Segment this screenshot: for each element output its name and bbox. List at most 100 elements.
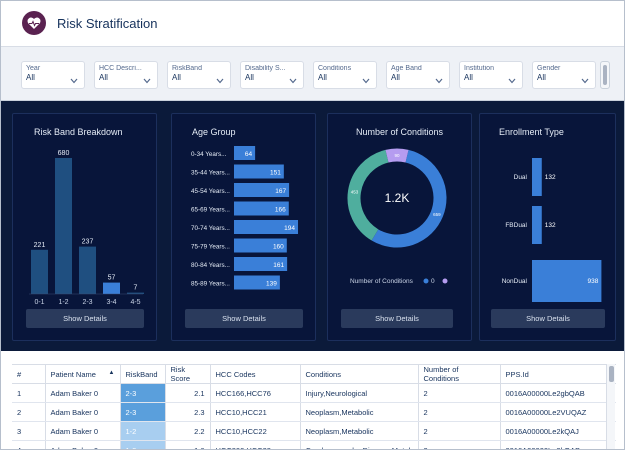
filter-value: All bbox=[245, 73, 254, 82]
filter-label: Year bbox=[26, 65, 41, 72]
bar bbox=[31, 249, 48, 294]
slice-label: 659 bbox=[433, 212, 441, 217]
column-header[interactable]: Patient Name ▲ bbox=[45, 365, 121, 384]
filter-label: HCC Descri... bbox=[99, 65, 142, 72]
table-row[interactable]: 2 Adam Baker 0 2-3 2.3 HCC10,HCC21 Neoplasm,M… bbox=[12, 402, 616, 422]
filter-label: Conditions bbox=[318, 65, 352, 72]
data-label: 132 bbox=[545, 222, 556, 229]
show-details-button[interactable]: Show Details bbox=[185, 309, 303, 328]
conditions-card: Number of Conditions 659 453 90 1.2K Number … bbox=[327, 113, 472, 341]
column-header[interactable]: Risk Score bbox=[165, 365, 211, 384]
table-cell: HCC10,HCC22 bbox=[210, 421, 301, 441]
chevron-down-icon bbox=[362, 71, 370, 89]
show-details-button[interactable]: Show Details bbox=[26, 309, 144, 328]
bar bbox=[234, 220, 299, 234]
table-cell: 2 bbox=[12, 402, 46, 422]
category-label: NonDual bbox=[502, 278, 528, 285]
legend-label: Number of Conditions bbox=[350, 278, 414, 285]
table-scrollbar[interactable] bbox=[606, 364, 615, 450]
show-details-button[interactable]: Show Details bbox=[491, 309, 605, 328]
table-cell: 1.6 bbox=[165, 440, 211, 450]
enrollment-chart: Dual 132 FBDual 132 NonDual 938 bbox=[502, 158, 602, 302]
filter-bar: Year All HCC Descri... All RiskBand All Disabi… bbox=[0, 47, 625, 101]
filter-label: RiskBand bbox=[172, 65, 202, 72]
data-label: 194 bbox=[284, 225, 295, 232]
column-header[interactable]: HCC Codes bbox=[210, 365, 301, 384]
table-cell: Adam Baker 0 bbox=[45, 402, 121, 422]
legend-item: 0 bbox=[431, 278, 435, 285]
table-cell: Neoplasm,Metabolic bbox=[300, 402, 419, 422]
filter-dropdown[interactable]: Institution All bbox=[459, 61, 523, 89]
category-label: 0-34 Years... bbox=[191, 151, 227, 158]
show-details-button[interactable]: Show Details bbox=[341, 309, 453, 328]
category-label: 70-74 Years... bbox=[191, 225, 230, 232]
filter-label: Age Band bbox=[391, 65, 422, 72]
heart-pulse-icon bbox=[22, 11, 46, 35]
column-header[interactable]: PPS.Id bbox=[500, 365, 616, 384]
donut-slice bbox=[385, 148, 409, 163]
table-cell: 2-3 bbox=[120, 383, 166, 403]
data-label: 680 bbox=[58, 150, 70, 157]
filter-dropdown[interactable]: Year All bbox=[21, 61, 85, 89]
table-cell: HCC200,HCC22 bbox=[210, 440, 301, 450]
age-group-chart: 0-34 Years... 64 35-44 Years... 151 45-54 Ye… bbox=[191, 146, 299, 290]
table-cell: 2.2 bbox=[165, 421, 211, 441]
tick-label: 4-5 bbox=[130, 299, 140, 306]
table-row[interactable]: 4 Adam Baker 0 1-2 1.6 HCC200,HCC22 Cerebrova… bbox=[12, 440, 616, 450]
table-cell: Adam Baker 0 bbox=[45, 383, 121, 403]
table-cell: 2.1 bbox=[165, 383, 211, 403]
filter-dropdown[interactable]: Disability S... All bbox=[240, 61, 304, 89]
table-row[interactable]: 1 Adam Baker 0 2-3 2.1 HCC166,HCC76 Injury,Ne… bbox=[12, 383, 616, 403]
data-label: 160 bbox=[273, 244, 284, 251]
card-title: Risk Band Breakdown bbox=[34, 127, 123, 137]
table-cell: 1 bbox=[12, 383, 46, 403]
filter-dropdown[interactable]: Conditions All bbox=[313, 61, 377, 89]
filter-dropdown[interactable]: HCC Descri... All bbox=[94, 61, 158, 89]
filter-scrollbar[interactable] bbox=[600, 61, 610, 89]
tick-label: 2-3 bbox=[82, 299, 92, 306]
slice-label: 90 bbox=[394, 153, 400, 158]
slice-label: 453 bbox=[351, 190, 359, 195]
filter-dropdown[interactable]: Age Band All bbox=[386, 61, 450, 89]
conditions-donut-chart: 659 453 90 1.2K Number of Conditions 0 bbox=[347, 148, 448, 285]
data-label: 167 bbox=[275, 188, 286, 195]
filter-value: All bbox=[26, 73, 35, 82]
tick-label: 0-1 bbox=[34, 299, 44, 306]
table-cell: 1-2 bbox=[120, 421, 166, 441]
chevron-down-icon bbox=[216, 71, 224, 89]
category-label: 35-44 Years... bbox=[191, 170, 230, 177]
table-cell: Adam Baker 0 bbox=[45, 440, 121, 450]
bar bbox=[532, 260, 602, 302]
filter-value: All bbox=[464, 73, 473, 82]
chevron-down-icon bbox=[143, 71, 151, 89]
table-cell: 0016A00000Le2gbQAB bbox=[500, 383, 616, 403]
filter-dropdown[interactable]: Gender All bbox=[532, 61, 596, 89]
filter-dropdown[interactable]: RiskBand All bbox=[167, 61, 231, 89]
app-header: Risk Stratification bbox=[0, 0, 625, 47]
table-cell: 0016A00000Le2kQAJ bbox=[500, 421, 616, 441]
table-cell: 2 bbox=[418, 440, 501, 450]
page-title: Risk Stratification bbox=[57, 16, 158, 31]
chevron-down-icon bbox=[581, 71, 589, 89]
data-label: 139 bbox=[266, 281, 277, 288]
bar bbox=[234, 183, 290, 197]
tick-label: 3-4 bbox=[106, 299, 116, 306]
bar bbox=[234, 257, 288, 271]
column-header[interactable]: Conditions bbox=[300, 365, 419, 384]
legend-swatch bbox=[442, 278, 448, 284]
donut-center-label: 1.2K bbox=[385, 191, 410, 205]
data-label: 221 bbox=[34, 242, 46, 249]
table-cell: 0016A00000Le2VUQAZ bbox=[500, 402, 616, 422]
column-header[interactable]: RiskBand bbox=[120, 365, 166, 384]
table-row[interactable]: 3 Adam Baker 0 1-2 2.2 HCC10,HCC22 Neoplasm,M… bbox=[12, 421, 616, 441]
data-label: 64 bbox=[245, 151, 253, 158]
column-header[interactable]: Number of Conditions bbox=[418, 365, 501, 384]
tick-label: 1-2 bbox=[58, 299, 68, 306]
bar bbox=[234, 238, 287, 253]
chevron-down-icon bbox=[70, 71, 78, 89]
table-cell: 4 bbox=[12, 440, 46, 450]
table-cell: Neoplasm,Metabolic bbox=[300, 421, 419, 441]
table-cell: Cerebrovascular Disease,Metab bbox=[300, 440, 419, 450]
category-label: 80-84 Years... bbox=[191, 262, 230, 269]
column-header[interactable]: # bbox=[12, 365, 46, 384]
